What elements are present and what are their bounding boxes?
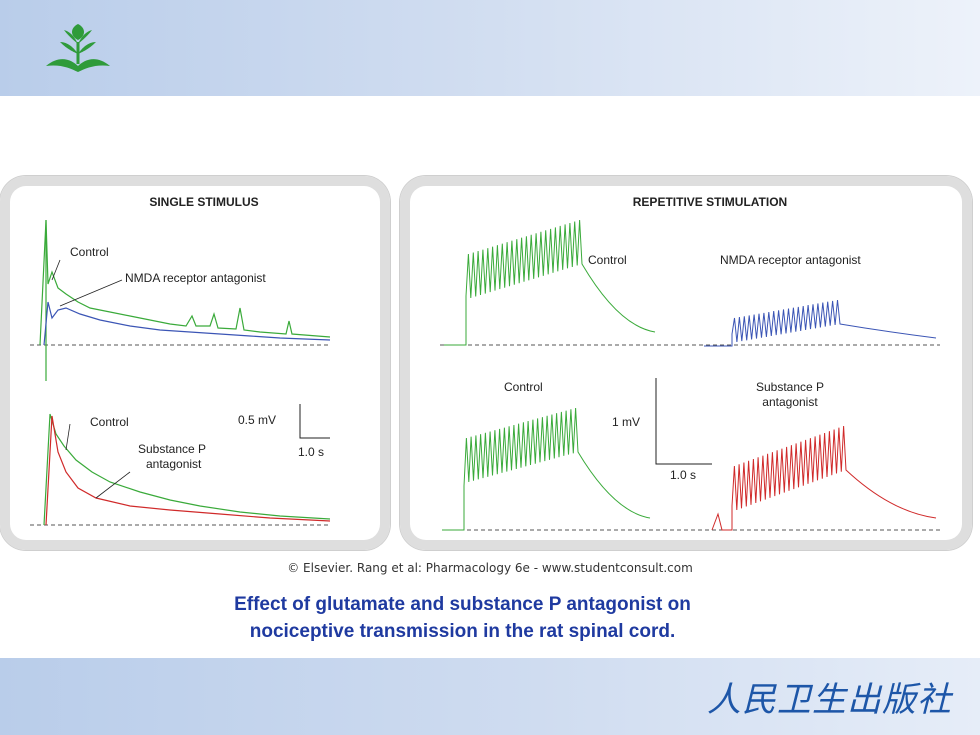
label-substance-p-2: antagonist [762,395,818,409]
control-trace-bottom [442,407,651,531]
label-control-top: Control [70,245,109,259]
label-nmda: NMDA receptor antagonist [125,271,266,285]
caption-line-2: nociceptive transmission in the rat spin… [249,621,676,642]
copyright-text: © Elsevier. Rang et al: Pharmacology 6e … [287,561,693,575]
scale-bar [655,378,712,465]
leader-line [65,423,71,451]
single-stimulus-panel: SINGLE STIMULUS Control NMDA receptor an… [0,176,390,550]
leader-line [95,471,131,499]
footer-band [0,658,980,735]
header-band [0,0,980,96]
left-panel-title: SINGLE STIMULUS [149,195,258,209]
right-panel-title: REPETITIVE STIMULATION [633,195,787,209]
scale-s: 1.0 s [670,468,696,482]
plant-logo-icon [46,24,110,72]
label-nmda: NMDA receptor antagonist [720,253,861,267]
repetitive-stimulation-panel: REPETITIVE STIMULATION Control NMDA rece… [400,176,972,550]
caption-line-1: Effect of glutamate and substance P anta… [234,594,691,615]
label-control-bottom: Control [504,380,543,394]
label-substance-p-2: antagonist [146,457,202,471]
scale-mv: 0.5 mV [238,413,276,427]
control-trace-top [444,219,656,346]
nmda-trace [43,301,331,346]
label-control-bottom: Control [90,415,129,429]
scale-s: 1.0 s [298,445,324,459]
substance-p-trace [711,425,937,531]
nmda-trace [704,299,937,347]
leader-line [51,259,61,281]
label-substance-p-1: Substance P [756,380,824,394]
label-substance-p-1: Substance P [138,442,206,456]
control-trace [39,219,331,346]
repetitive-stimulation-figure: REPETITIVE STIMULATION Control NMDA rece… [440,195,940,531]
publisher-name: 人民卫生出版社 [707,680,952,720]
label-control-top: Control [588,253,627,267]
scale-bar [299,404,330,439]
single-stimulus-figure: SINGLE STIMULUS Control NMDA receptor an… [30,195,331,526]
control-trace-lower [43,413,331,526]
scale-mv: 1 mV [612,415,640,429]
leader-line [59,279,123,307]
